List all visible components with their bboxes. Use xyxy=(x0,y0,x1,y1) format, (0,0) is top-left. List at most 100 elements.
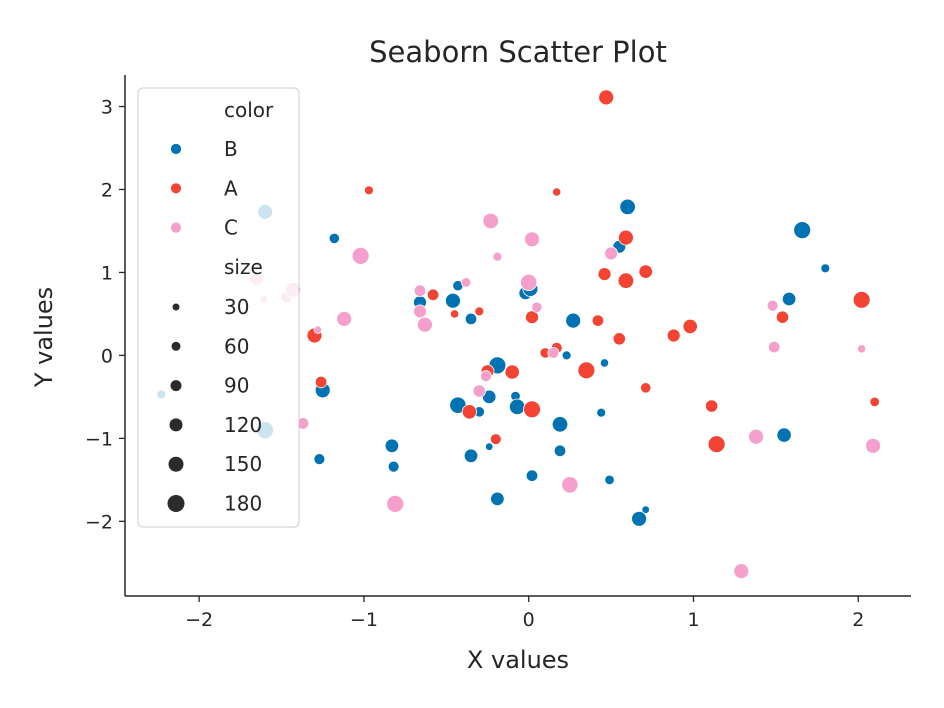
x-tick-label: −2 xyxy=(185,609,213,631)
point-a xyxy=(618,229,634,246)
point-b xyxy=(525,469,539,482)
point-b xyxy=(631,510,647,527)
y-tick-label: −1 xyxy=(85,428,113,450)
point-b xyxy=(464,312,478,326)
point-b xyxy=(793,221,812,240)
legend-size-marker xyxy=(169,418,183,432)
point-a xyxy=(852,290,871,309)
legend-label-c: C xyxy=(224,216,238,240)
legend-size-label: 150 xyxy=(224,452,262,476)
point-c xyxy=(460,277,472,288)
point-a xyxy=(682,318,698,334)
point-a xyxy=(704,399,719,413)
y-tick-label: 3 xyxy=(101,97,113,119)
point-b xyxy=(384,438,400,454)
point-b xyxy=(463,448,479,464)
point-b xyxy=(551,416,569,433)
x-tick-label: 2 xyxy=(852,609,864,631)
y-tick-label: −2 xyxy=(85,511,113,533)
point-a xyxy=(598,89,615,106)
point-a xyxy=(869,396,880,408)
point-c xyxy=(386,494,405,513)
point-b xyxy=(604,474,615,486)
point-a xyxy=(597,267,612,282)
y-axis-label: Y values xyxy=(30,287,58,388)
point-b xyxy=(387,460,400,473)
point-b xyxy=(509,398,526,416)
x-axis-ticks: −2 −1 0 1 2 xyxy=(185,596,864,631)
legend-size-label: 90 xyxy=(224,374,249,398)
point-b xyxy=(553,444,567,458)
point-a xyxy=(666,328,681,343)
legend-size-label: 180 xyxy=(224,492,262,516)
point-b xyxy=(313,453,326,466)
point-b xyxy=(596,407,607,418)
point-b xyxy=(561,350,572,361)
legend-label-a: A xyxy=(224,176,238,200)
point-b xyxy=(641,505,650,514)
y-tick-label: 1 xyxy=(101,262,113,284)
point-c xyxy=(524,231,540,248)
point-c xyxy=(492,251,503,262)
y-tick-label: 0 xyxy=(101,345,113,367)
legend-marker-b xyxy=(170,143,182,155)
point-b xyxy=(599,358,610,368)
point-a xyxy=(525,310,539,325)
point-a xyxy=(449,309,460,319)
chart-title: Seaborn Scatter Plot xyxy=(369,35,667,69)
point-a xyxy=(461,404,477,420)
legend-marker-c xyxy=(170,221,182,234)
point-c xyxy=(416,316,433,333)
point-a xyxy=(638,264,653,279)
point-a xyxy=(775,310,790,324)
point-c xyxy=(413,284,427,297)
legend: color size BAC 30 60 90 120 150 180 xyxy=(137,87,300,528)
point-c xyxy=(313,325,322,334)
x-tick-label: 0 xyxy=(523,609,535,631)
legend-size-marker xyxy=(167,495,185,512)
point-c xyxy=(351,246,370,265)
point-a xyxy=(707,435,726,454)
point-c xyxy=(482,212,500,230)
legend-size-label: 120 xyxy=(224,413,262,437)
point-a xyxy=(314,375,328,389)
point-a xyxy=(489,433,502,446)
point-a xyxy=(612,332,626,346)
point-c xyxy=(472,384,486,398)
point-c xyxy=(479,370,492,383)
legend-label-b: B xyxy=(224,137,238,161)
point-a xyxy=(523,400,541,419)
x-tick-label: 1 xyxy=(687,609,699,631)
legend-size-marker xyxy=(171,341,181,351)
point-b xyxy=(485,442,494,451)
y-axis-ticks: −2 −1 0 1 2 3 xyxy=(85,97,125,533)
point-a xyxy=(591,314,605,327)
point-c xyxy=(768,340,781,354)
point-c xyxy=(520,273,538,291)
y-tick-label: 2 xyxy=(101,179,113,201)
point-c xyxy=(336,310,353,327)
legend-hue-title: color xyxy=(224,98,274,122)
point-a xyxy=(617,272,635,289)
point-c xyxy=(733,563,750,579)
legend-size-marker xyxy=(172,303,180,311)
point-b xyxy=(781,291,797,307)
x-tick-label: −1 xyxy=(350,609,378,631)
point-b xyxy=(565,312,582,329)
legend-size-marker xyxy=(170,380,182,392)
point-b xyxy=(444,292,461,309)
legend-size-label: 60 xyxy=(224,334,249,358)
x-axis-label: X values xyxy=(467,646,569,674)
point-a xyxy=(426,288,440,302)
point-b xyxy=(490,491,505,507)
point-a xyxy=(577,361,596,380)
point-a xyxy=(474,306,485,317)
point-c xyxy=(604,246,618,261)
point-c xyxy=(547,346,560,359)
point-a xyxy=(363,185,374,196)
point-c xyxy=(531,301,543,313)
point-b xyxy=(328,232,340,244)
point-a xyxy=(640,382,652,394)
point-c xyxy=(748,428,764,445)
